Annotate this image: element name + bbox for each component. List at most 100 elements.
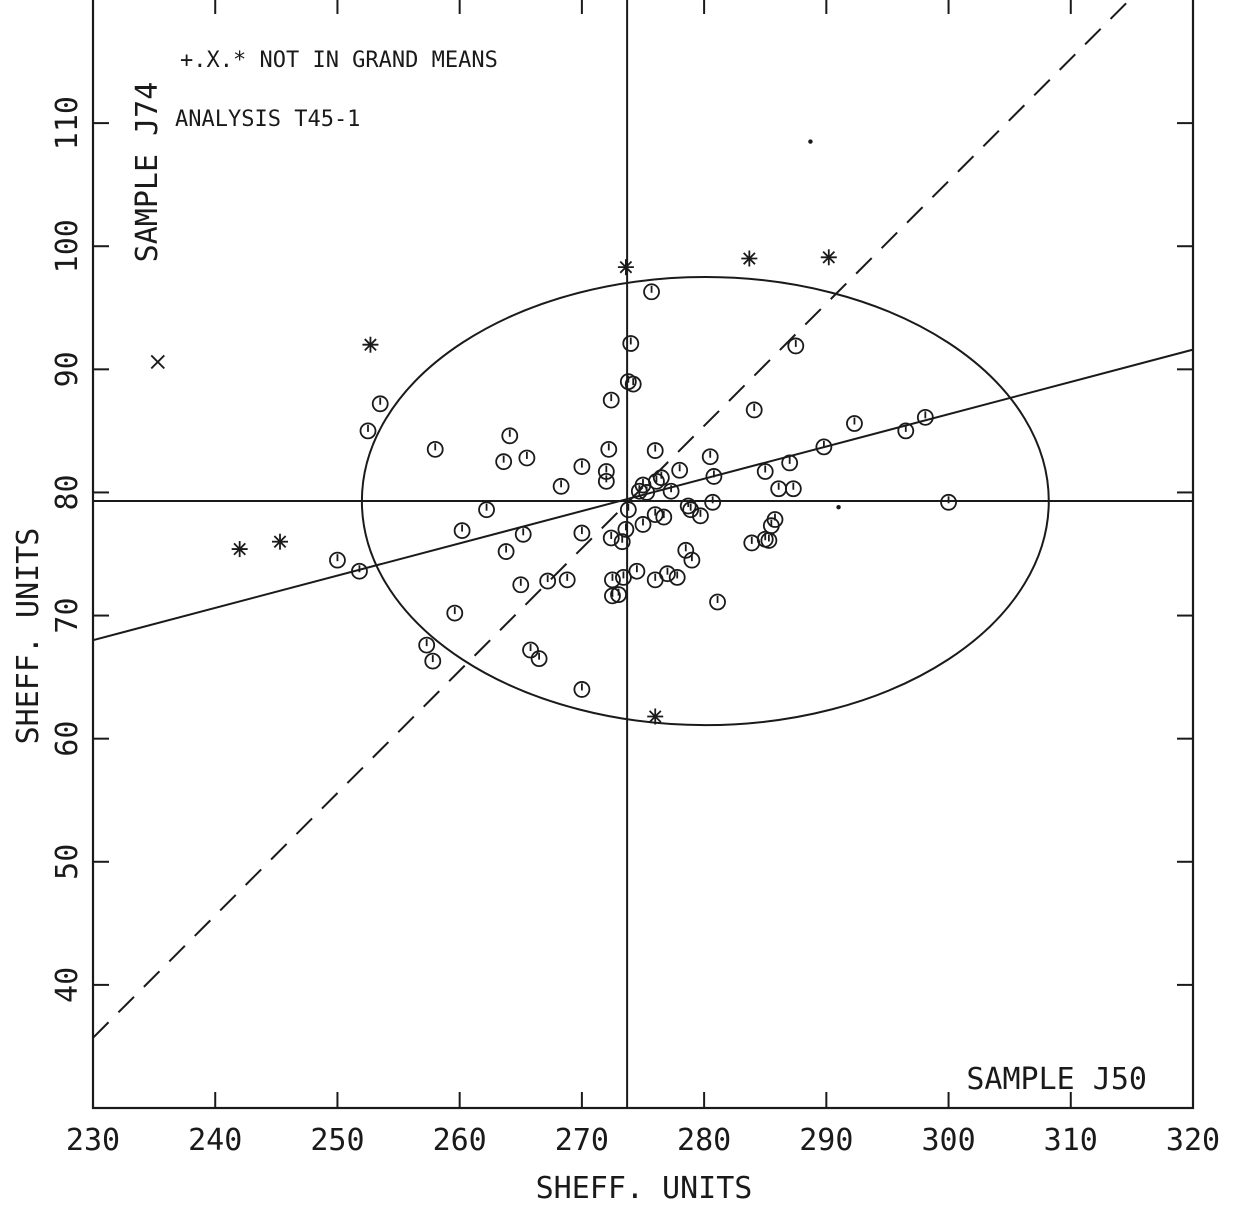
circle-point <box>671 461 689 479</box>
circle-mark <box>671 461 689 479</box>
circle-mark <box>756 463 774 480</box>
circle-mark <box>424 652 442 670</box>
y-axis-label: SHEFF. UNITS <box>11 528 46 745</box>
x-tick-label: 320 <box>1166 1123 1220 1158</box>
circle-mark <box>617 520 635 538</box>
circle-point <box>522 641 539 659</box>
x-tick-label: 280 <box>677 1123 731 1158</box>
circle-point <box>646 442 664 459</box>
circle-point <box>514 525 532 543</box>
circle-mark <box>646 571 664 589</box>
circle-point <box>512 576 530 594</box>
y-tick-label: 50 <box>50 844 85 880</box>
circle-point <box>655 508 673 526</box>
x-tick-label: 270 <box>555 1123 609 1158</box>
asterisk-point <box>362 336 379 353</box>
circle-point <box>916 408 934 426</box>
circle-point <box>683 551 701 569</box>
x-point <box>150 354 165 370</box>
circle-mark <box>709 593 726 611</box>
circle-point <box>329 551 346 569</box>
circle-point <box>426 440 444 458</box>
circle-point <box>478 501 495 519</box>
circle-point <box>745 401 763 419</box>
circle-point <box>446 604 464 622</box>
circle-mark <box>359 422 377 440</box>
circle-mark <box>652 469 670 487</box>
x-axis-label: SHEFF. UNITS <box>536 1171 753 1206</box>
circle-point <box>619 501 637 519</box>
circle-mark <box>624 375 642 393</box>
circle-point <box>643 283 660 301</box>
circle-mark <box>766 511 784 528</box>
circle-point <box>646 571 664 589</box>
circle-mark <box>539 572 557 590</box>
circle-mark <box>610 586 627 604</box>
circle-point <box>418 636 436 654</box>
circle-point <box>781 454 799 472</box>
x-tick-label: 300 <box>921 1123 975 1158</box>
circle-point <box>501 427 519 445</box>
confidence-ellipse <box>360 276 1050 727</box>
circle-mark <box>648 472 665 490</box>
circle-mark <box>497 543 515 560</box>
circle-mark <box>662 482 680 500</box>
circle-mark <box>781 454 799 472</box>
circle-point <box>815 438 833 456</box>
circle-mark <box>558 571 576 589</box>
x-tick-label: 260 <box>433 1123 487 1158</box>
asterisk-point <box>231 541 248 558</box>
asterisk-point <box>647 708 664 725</box>
circle-point <box>495 453 513 471</box>
circle-mark <box>704 493 722 511</box>
x-tick-label: 250 <box>310 1123 364 1158</box>
circle-mark <box>573 681 591 698</box>
circle-point <box>359 422 377 440</box>
plot-frame <box>91 0 1195 1110</box>
circle-point <box>787 337 805 355</box>
asterisk-stroke <box>273 535 287 548</box>
circle-mark <box>745 401 763 419</box>
circle-mark <box>646 442 664 459</box>
x-stroke <box>150 354 165 370</box>
asterisk-point <box>820 249 837 266</box>
circle-point <box>628 562 646 580</box>
circle-point <box>453 522 471 540</box>
circle-point <box>615 568 632 586</box>
circle-point <box>704 493 722 511</box>
circle-point <box>518 449 536 467</box>
y-tick-label: 100 <box>50 219 85 273</box>
dot-point <box>808 139 813 144</box>
circle-mark <box>677 541 695 559</box>
circle-mark <box>573 458 591 475</box>
asterisk-stroke <box>743 252 756 265</box>
circle-mark <box>683 551 701 569</box>
circle-point <box>940 493 957 511</box>
circle-point <box>573 681 591 698</box>
circle-point <box>573 524 591 542</box>
circle-point <box>573 458 591 475</box>
x-tick-label: 290 <box>799 1123 853 1158</box>
circle-point <box>617 520 635 538</box>
circle-mark <box>600 440 618 458</box>
circle-mark <box>638 484 656 501</box>
circle-mark <box>602 529 620 547</box>
circle-mark <box>418 636 436 654</box>
circle-mark <box>615 568 632 586</box>
axes-frame: 230 240 250 260 270 280 290 300 310 320 40 50 60 70 80… <box>50 0 1220 1158</box>
circle-mark <box>622 335 640 352</box>
circle-mark <box>514 525 532 543</box>
circle-point <box>692 507 709 525</box>
circle-mark <box>655 508 673 526</box>
circle-mark <box>371 395 389 413</box>
asterisk-point <box>272 533 288 550</box>
circle-point <box>662 482 680 500</box>
circle-point <box>530 650 548 668</box>
asterisk-stroke <box>648 710 662 723</box>
analysis-label: ANALYSIS T45-1 <box>175 107 360 132</box>
circle-mark <box>351 562 368 580</box>
dot-point <box>836 505 841 510</box>
circle-point <box>622 335 640 352</box>
circle-point <box>846 415 863 432</box>
